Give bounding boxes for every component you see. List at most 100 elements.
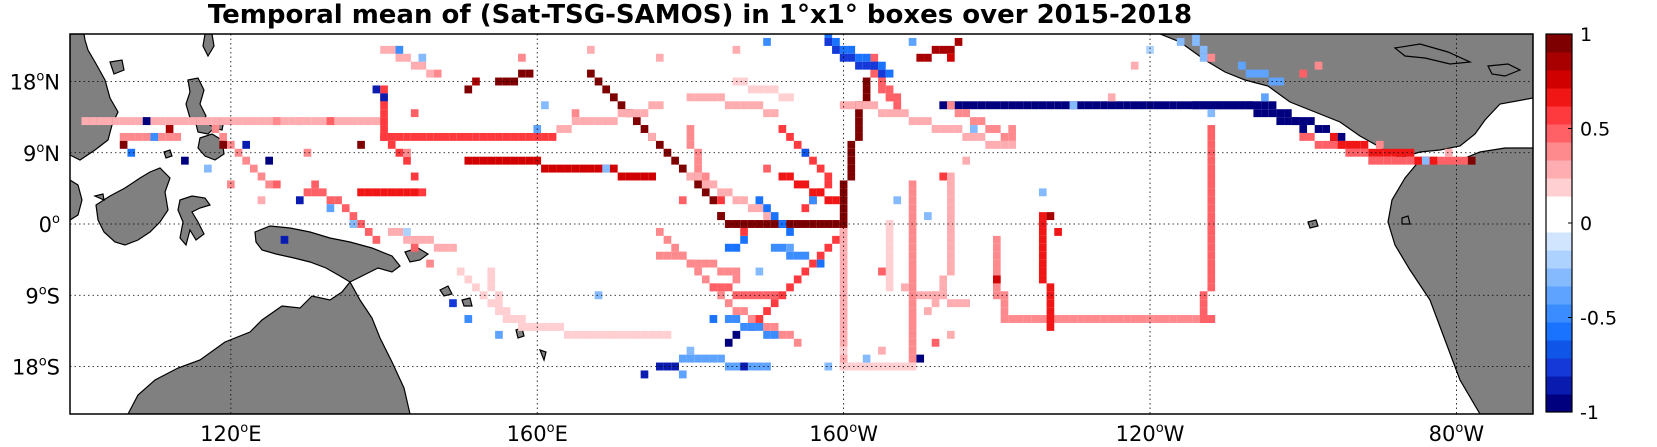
data-cell — [487, 156, 496, 165]
data-cell — [1015, 315, 1024, 323]
data-cell — [1207, 227, 1216, 236]
data-cell — [885, 93, 894, 102]
data-cell — [1092, 315, 1101, 323]
data-cell — [908, 338, 917, 347]
data-cell — [816, 188, 825, 197]
data-cell — [717, 267, 725, 276]
data-cell — [755, 315, 764, 323]
data-cell — [1460, 156, 1468, 165]
data-cell — [150, 132, 159, 141]
data-cell — [962, 299, 971, 308]
data-cell — [962, 101, 971, 110]
data-cell — [724, 267, 733, 276]
longitude-tick-label: 160oW — [809, 421, 878, 446]
data-cell — [81, 117, 90, 126]
data-cell — [518, 322, 526, 331]
data-cell — [1054, 315, 1062, 323]
data-cell — [671, 243, 679, 252]
data-cell — [908, 307, 917, 316]
data-cell — [410, 61, 419, 70]
data-cell — [755, 322, 764, 331]
data-cell — [426, 235, 434, 244]
data-cell — [939, 283, 948, 292]
data-cell — [947, 220, 955, 228]
data-cell — [257, 172, 266, 181]
data-cell — [824, 220, 833, 228]
data-cell — [1276, 77, 1285, 86]
data-cell — [878, 77, 886, 86]
data-cell — [288, 117, 296, 126]
data-cell — [303, 188, 312, 197]
data-cell — [142, 132, 151, 141]
data-cell — [594, 164, 603, 173]
data-cell — [1322, 125, 1331, 133]
data-cell — [686, 354, 695, 363]
data-cell — [839, 346, 848, 355]
data-cell — [793, 275, 802, 284]
data-cell — [839, 45, 848, 54]
data-cell — [1046, 307, 1055, 316]
data-cell — [1161, 315, 1170, 323]
data-cell — [487, 283, 496, 292]
data-cell — [127, 132, 136, 141]
data-cell — [1261, 109, 1269, 118]
data-cell — [732, 330, 741, 339]
data-cell — [970, 132, 978, 141]
data-cell — [786, 251, 794, 260]
data-cell — [594, 330, 603, 339]
data-cell — [318, 188, 327, 197]
data-cell — [678, 251, 687, 260]
data-cell — [564, 330, 572, 339]
data-cell — [541, 132, 549, 141]
data-cell — [786, 330, 794, 339]
data-cell — [839, 196, 848, 205]
data-cell — [1192, 315, 1200, 323]
data-cell — [211, 125, 220, 133]
data-cell — [1299, 125, 1308, 133]
longitude-tick-label: 120oW — [1116, 421, 1185, 446]
data-cell — [855, 117, 863, 126]
data-cell — [464, 85, 473, 94]
data-cell — [977, 117, 986, 126]
data-cell — [847, 140, 856, 149]
data-cell — [617, 172, 626, 181]
data-cell — [587, 117, 595, 126]
data-cell — [1307, 117, 1315, 126]
data-cell — [479, 156, 488, 165]
data-cell — [847, 53, 856, 62]
data-cell — [456, 132, 465, 141]
data-cell — [1299, 132, 1308, 141]
colorbar-swatch — [1546, 160, 1572, 179]
data-cell — [1077, 101, 1085, 110]
data-cell — [303, 148, 312, 157]
data-cell — [640, 125, 649, 133]
data-cell — [809, 188, 817, 197]
data-cell — [1207, 188, 1216, 197]
data-cell — [786, 93, 794, 102]
data-cell — [816, 164, 825, 173]
data-cell — [334, 117, 342, 126]
data-cell — [127, 117, 136, 126]
data-cell — [127, 148, 136, 157]
data-cell — [410, 188, 419, 197]
data-cell — [885, 251, 894, 260]
data-cell — [525, 69, 534, 78]
data-cell — [1115, 315, 1124, 323]
data-cell — [931, 291, 940, 300]
data-cell — [839, 307, 848, 316]
data-cell — [632, 172, 641, 181]
data-cell — [924, 291, 932, 300]
longitude-tick-label: 80oW — [1429, 421, 1485, 446]
data-cell — [548, 132, 557, 141]
data-cell — [433, 69, 442, 78]
data-cell — [901, 362, 909, 371]
latitude-tick-label: 0o — [39, 212, 60, 237]
data-cell — [1038, 101, 1047, 110]
data-cell — [947, 299, 955, 308]
data-cell — [579, 117, 588, 126]
data-cell — [947, 45, 955, 54]
data-cell — [1169, 315, 1177, 323]
data-cell — [502, 315, 511, 323]
data-cell — [847, 156, 856, 165]
